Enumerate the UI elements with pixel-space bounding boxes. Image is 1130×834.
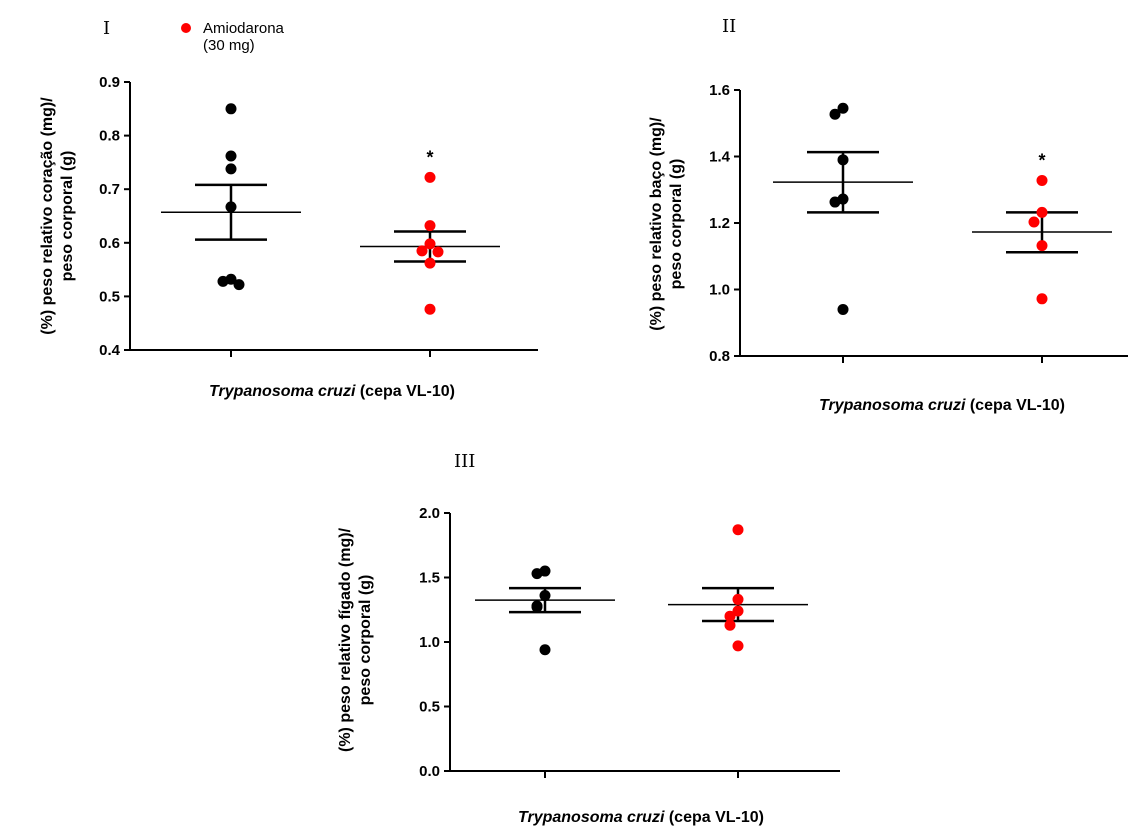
x-axis-title: Trypanosoma cruzi (cepa VL-10) <box>518 809 764 826</box>
y-tick-label: 1.0 <box>709 282 730 299</box>
panel-iii: III (%) peso relativo fígado (mg)/ peso … <box>337 451 840 826</box>
data-point <box>424 220 436 232</box>
data-point <box>225 103 237 115</box>
data-point <box>1036 174 1048 186</box>
legend-marker <box>181 23 191 33</box>
data-point <box>732 605 744 617</box>
x-axis-title-rest: (cepa VL-10) <box>965 397 1065 414</box>
data-point <box>225 150 237 162</box>
panel-label: III <box>454 451 475 472</box>
data-point <box>1028 216 1040 228</box>
data-point <box>233 279 245 291</box>
y-tick-label: 1.2 <box>709 215 730 232</box>
y-tick-label: 0.7 <box>99 181 120 198</box>
panel-ii: II (%) peso relativo baço (mg)/ peso cor… <box>648 16 1128 414</box>
data-point <box>424 238 436 250</box>
y-tick-label: 0.4 <box>99 342 121 359</box>
y-axis-title-line1: (%) peso relativo fígado (mg)/ <box>337 527 354 752</box>
y-tick-label: 0.5 <box>419 699 440 716</box>
data-point <box>732 640 744 652</box>
data-point <box>829 196 841 208</box>
data-point <box>424 171 436 183</box>
data-point <box>416 245 428 257</box>
panel-i: I (%) peso relativo coração (mg)/ peso c… <box>39 18 538 400</box>
y-tick-label: 0.9 <box>99 74 120 91</box>
x-axis-title: Trypanosoma cruzi (cepa VL-10) <box>209 383 455 400</box>
y-tick-label: 1.5 <box>419 570 440 587</box>
y-tick-label: 0.5 <box>99 288 120 305</box>
panel-label: I <box>103 18 110 39</box>
x-axis-title-rest: (cepa VL-10) <box>664 809 764 826</box>
data-point <box>732 524 744 536</box>
y-tick-label: 1.6 <box>709 82 730 99</box>
data-point <box>424 303 436 315</box>
data-point <box>1036 240 1048 252</box>
y-axis-title-line2: peso corporal (g) <box>357 575 374 706</box>
data-point <box>531 601 543 613</box>
y-tick-label: 0.8 <box>99 128 120 145</box>
y-axis-title-line2: peso corporal (g) <box>59 151 76 282</box>
data-point <box>1036 206 1048 218</box>
data-point <box>217 275 229 287</box>
data-point <box>724 610 736 622</box>
significance-marker: * <box>426 147 433 167</box>
y-tick-label: 1.0 <box>419 634 440 651</box>
y-tick-label: 2.0 <box>419 505 440 522</box>
x-axis-title-italic: Trypanosoma cruzi <box>518 809 665 826</box>
data-point <box>732 593 744 605</box>
data-point <box>424 257 436 269</box>
data-point <box>432 246 444 258</box>
y-tick-label: 0.0 <box>419 763 440 780</box>
data-point <box>539 644 551 656</box>
y-axis-title-line1: (%) peso relativo baço (mg)/ <box>648 117 665 331</box>
y-tick-label: 1.4 <box>709 149 731 166</box>
data-point <box>829 108 841 120</box>
legend-label-line1: Amiodarona <box>203 20 285 37</box>
data-point <box>837 303 849 315</box>
data-point <box>225 163 237 175</box>
y-tick-label: 0.6 <box>99 235 120 252</box>
data-point <box>837 102 849 114</box>
y-axis-title-line1: (%) peso relativo coração (mg)/ <box>39 97 56 335</box>
y-axis-title-line2: peso corporal (g) <box>668 159 685 290</box>
data-point <box>225 201 237 213</box>
data-point <box>837 154 849 166</box>
data-point <box>724 619 736 631</box>
x-axis-title-italic: Trypanosoma cruzi <box>819 397 966 414</box>
legend-label-line2: (30 mg) <box>203 37 255 54</box>
y-tick-label: 0.8 <box>709 348 730 365</box>
data-point <box>539 590 551 602</box>
data-point <box>531 568 543 580</box>
data-point <box>1036 293 1048 305</box>
x-axis-title-rest: (cepa VL-10) <box>355 383 455 400</box>
x-axis-title: Trypanosoma cruzi (cepa VL-10) <box>819 397 1065 414</box>
x-axis-title-italic: Trypanosoma cruzi <box>209 383 356 400</box>
legend: Amiodarona (30 mg) <box>181 20 285 54</box>
significance-marker: * <box>1038 150 1045 170</box>
panel-label: II <box>722 16 736 37</box>
